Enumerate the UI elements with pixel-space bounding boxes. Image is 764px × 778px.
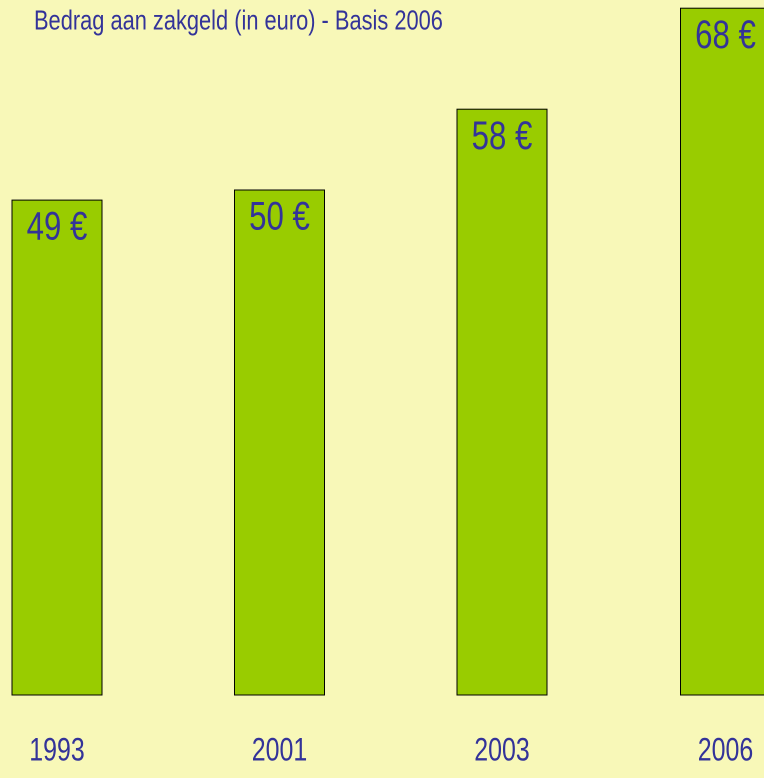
bar <box>234 189 325 696</box>
value-label-group: 58 € <box>472 113 533 158</box>
x-tick-label: 2001 <box>252 733 308 769</box>
chart-title: Bedrag aan zakgeld (in euro) - Basis 200… <box>34 5 443 36</box>
x-tick-label-group: 2003 <box>474 733 530 769</box>
x-tick-label-group: 1993 <box>29 733 85 769</box>
value-label: 58 € <box>472 113 533 158</box>
value-label-group: 68 € <box>695 12 756 57</box>
bar <box>11 199 103 696</box>
x-tick-label: 2006 <box>698 733 754 769</box>
value-label: 50 € <box>249 194 310 239</box>
value-label: 49 € <box>27 204 88 249</box>
value-label-group: 49 € <box>27 204 88 249</box>
bar <box>456 108 548 696</box>
title-group: Bedrag aan zakgeld (in euro) - Basis 200… <box>34 5 443 36</box>
x-tick-label: 1993 <box>29 733 85 769</box>
x-tick-label: 2003 <box>474 733 530 769</box>
value-label-group: 50 € <box>249 194 310 239</box>
x-tick-label-group: 2006 <box>698 733 754 769</box>
value-label: 68 € <box>695 12 756 57</box>
bar <box>680 7 764 696</box>
x-tick-label-group: 2001 <box>252 733 308 769</box>
